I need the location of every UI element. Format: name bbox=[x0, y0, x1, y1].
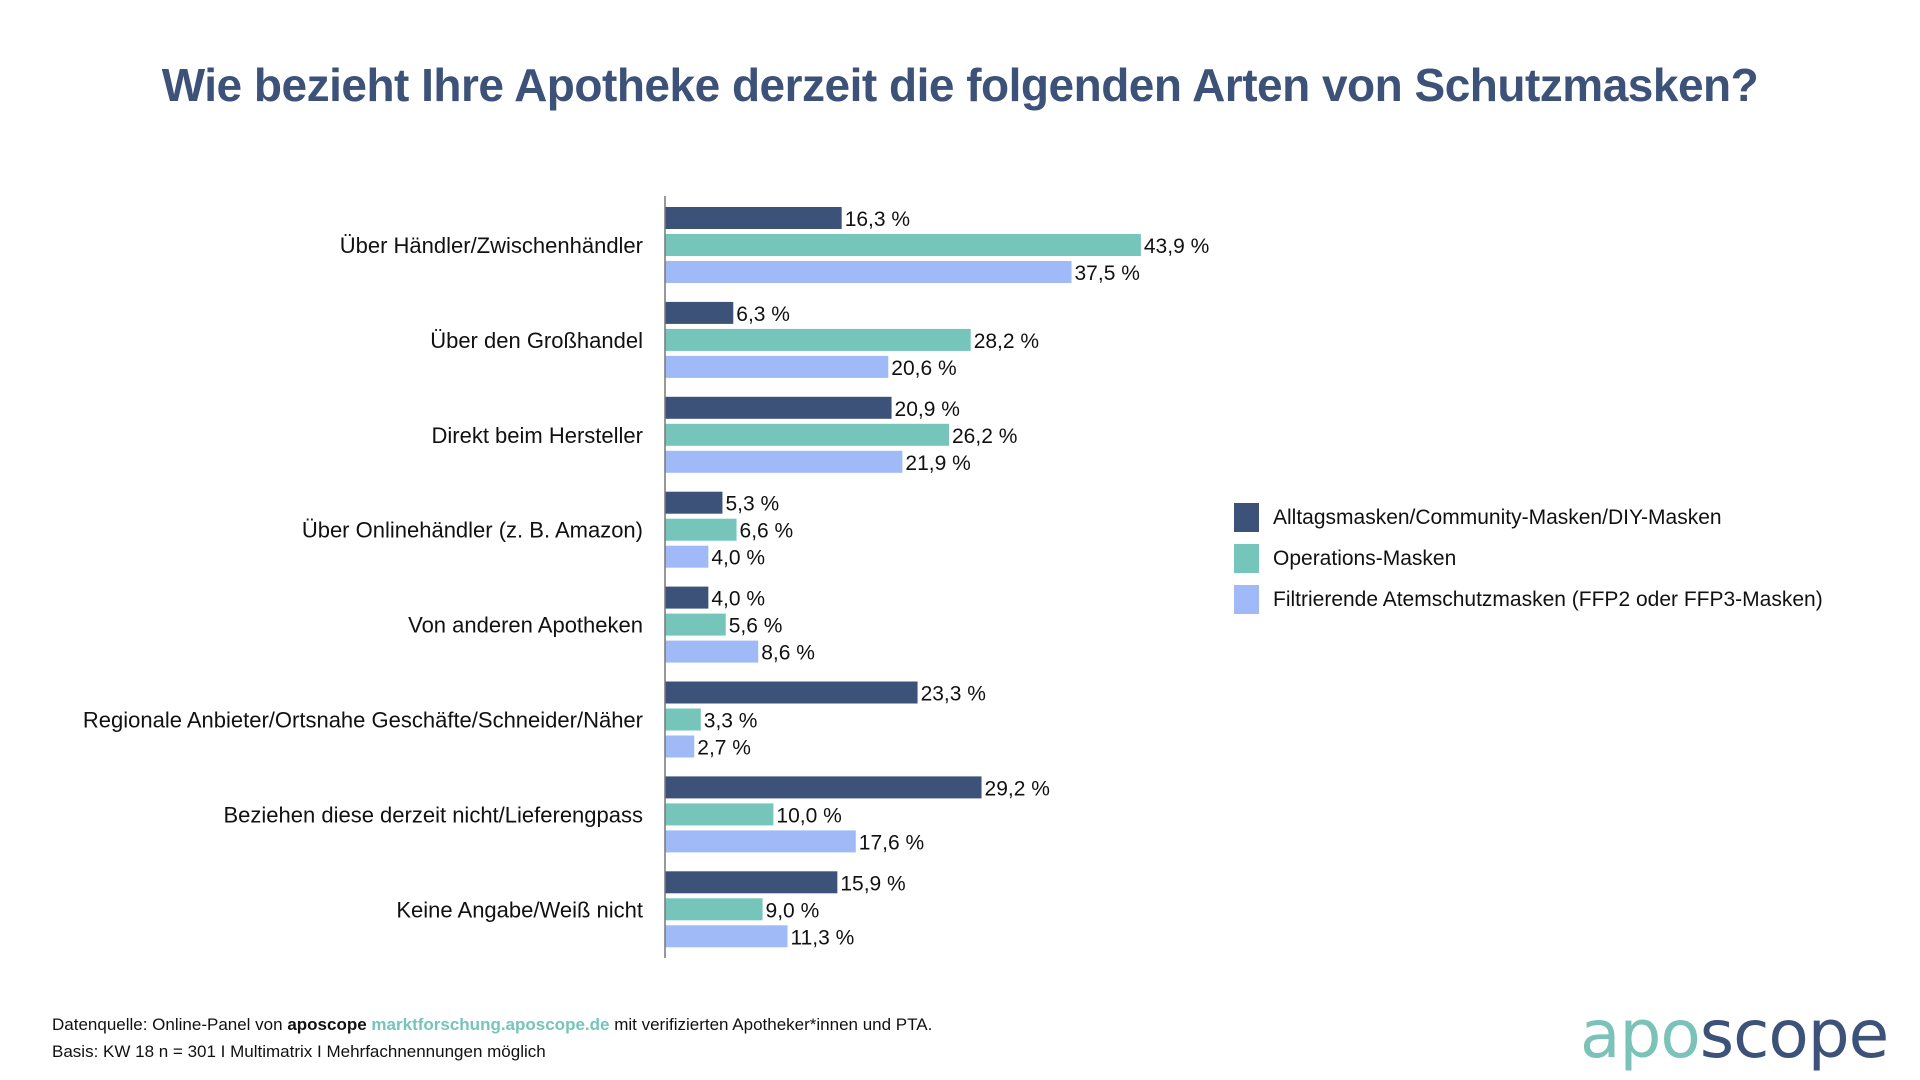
bar bbox=[665, 871, 838, 894]
data-label: 6,3 % bbox=[736, 303, 790, 326]
bar bbox=[665, 423, 950, 446]
bar bbox=[665, 355, 889, 378]
data-label: 10,0 % bbox=[776, 804, 841, 827]
legend-swatch bbox=[1234, 585, 1259, 614]
aposcope-logo: aposcope bbox=[1580, 996, 1890, 1073]
data-label: 15,9 % bbox=[840, 872, 905, 895]
logo-part-scope: scope bbox=[1699, 996, 1890, 1073]
chart-title: Wie bezieht Ihre Apotheke derzeit die fo… bbox=[161, 59, 1759, 111]
data-label: 4,0 % bbox=[711, 588, 765, 611]
legend-item-series-1: Alltagsmasken/Community-Masken/DIY-Maske… bbox=[1234, 497, 1823, 538]
footer-line-2: Basis: KW 18 n = 301 I Multimatrix I Meh… bbox=[52, 1042, 546, 1061]
footer-line-1: Datenquelle: Online-Panel von aposcope m… bbox=[52, 1011, 932, 1038]
legend-item-series-2: Operations-Masken bbox=[1234, 538, 1823, 579]
data-label: 5,3 % bbox=[725, 493, 779, 516]
legend-swatch bbox=[1234, 503, 1259, 532]
bar bbox=[665, 830, 856, 853]
category-label: Über Händler/Zwischenhändler bbox=[340, 233, 643, 258]
bar bbox=[665, 898, 763, 921]
bar bbox=[665, 708, 701, 731]
bar bbox=[665, 735, 695, 758]
footer-source: Datenquelle: Online-Panel von aposcope m… bbox=[52, 1011, 932, 1065]
bar bbox=[665, 803, 774, 826]
bar bbox=[665, 301, 734, 324]
data-label: 23,3 % bbox=[921, 683, 986, 706]
data-label: 28,2 % bbox=[974, 330, 1039, 353]
data-label: 29,2 % bbox=[985, 777, 1050, 800]
data-label: 16,3 % bbox=[845, 208, 910, 231]
data-label: 6,6 % bbox=[740, 520, 794, 543]
bar bbox=[665, 450, 903, 473]
category-label: Über den Großhandel bbox=[430, 328, 643, 353]
logo-part-apo: apo bbox=[1580, 996, 1701, 1073]
data-label: 21,9 % bbox=[905, 452, 970, 475]
bar bbox=[665, 518, 737, 541]
bar bbox=[665, 681, 918, 704]
bar bbox=[665, 925, 788, 948]
data-label: 4,0 % bbox=[711, 547, 765, 570]
data-label: 37,5 % bbox=[1075, 262, 1140, 285]
bar bbox=[665, 396, 892, 419]
bar bbox=[665, 234, 1141, 256]
legend-swatch bbox=[1234, 544, 1259, 573]
bar-chart: Über Händler/Zwischenhändler 16,3 % 43,9 %… bbox=[83, 196, 1209, 958]
legend-item-series-3: Filtrierende Atemschutzmasken (FFP2 oder… bbox=[1234, 579, 1823, 620]
source-suffix: mit verifizierten Apotheker*innen und PT… bbox=[609, 1015, 933, 1034]
bar bbox=[665, 640, 759, 663]
legend-label: Alltagsmasken/Community-Masken/DIY-Maske… bbox=[1273, 505, 1722, 529]
data-label: 43,9 % bbox=[1144, 235, 1209, 258]
bar bbox=[665, 545, 709, 568]
data-label: 26,2 % bbox=[952, 425, 1017, 448]
bar bbox=[665, 261, 1072, 283]
data-label: 9,0 % bbox=[766, 899, 820, 922]
bar bbox=[665, 491, 723, 514]
data-label: 3,3 % bbox=[704, 710, 758, 733]
legend-label: Operations-Masken bbox=[1273, 546, 1457, 570]
category-label: Direkt beim Hersteller bbox=[432, 423, 644, 448]
bar bbox=[665, 328, 971, 351]
source-prefix: Datenquelle: Online-Panel von bbox=[52, 1015, 288, 1034]
data-label: 17,6 % bbox=[859, 831, 924, 854]
legend-label: Filtrierende Atemschutzmasken (FFP2 oder… bbox=[1273, 587, 1823, 611]
category-label: Beziehen diese derzeit nicht/Lieferengpa… bbox=[224, 802, 644, 827]
data-label: 20,9 % bbox=[895, 398, 960, 421]
bar bbox=[665, 586, 709, 609]
source-link[interactable]: marktforschung.aposcope.de bbox=[371, 1015, 610, 1034]
data-label: 2,7 % bbox=[697, 737, 751, 760]
bar bbox=[665, 776, 982, 799]
category-label: Keine Angabe/Weiß nicht bbox=[396, 897, 643, 922]
data-label: 20,6 % bbox=[891, 357, 956, 380]
source-brand: aposcope bbox=[287, 1015, 367, 1034]
legend: Alltagsmasken/Community-Masken/DIY-Maske… bbox=[1234, 497, 1823, 620]
data-label: 5,6 % bbox=[729, 615, 783, 638]
category-label: Von anderen Apotheken bbox=[408, 613, 643, 638]
category-label: Über Onlinehändler (z. B. Amazon) bbox=[302, 518, 643, 543]
data-label: 11,3 % bbox=[790, 926, 854, 949]
bar bbox=[665, 613, 726, 636]
data-label: 8,6 % bbox=[761, 642, 815, 665]
category-label: Regionale Anbieter/Ortsnahe Geschäfte/Sc… bbox=[83, 708, 643, 733]
bar bbox=[665, 207, 842, 229]
